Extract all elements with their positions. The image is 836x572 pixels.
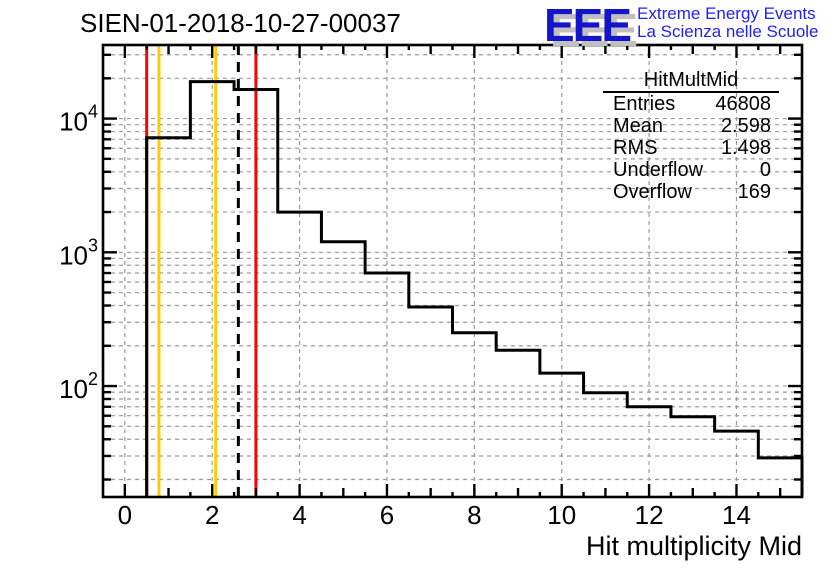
stats-label: RMS <box>613 137 658 159</box>
marker-lines <box>145 45 258 497</box>
stats-row-underflow: Underflow 0 <box>603 159 779 181</box>
svg-text:103: 103 <box>59 235 98 270</box>
svg-text:14: 14 <box>722 500 751 530</box>
stats-value: 2.598 <box>720 115 771 137</box>
y-tick-labels: 102 103 104 <box>59 102 98 404</box>
x-axis-title: Hit multiplicity Mid <box>585 531 802 561</box>
svg-text:10: 10 <box>547 500 576 530</box>
stats-title: HitMultMid <box>603 70 779 93</box>
stats-value: 0 <box>759 159 771 181</box>
x-tick-labels: 0 2 4 6 8 10 12 14 <box>118 500 751 530</box>
stats-label: Mean <box>613 115 664 137</box>
svg-text:6: 6 <box>380 500 394 530</box>
axis-ticks <box>103 45 802 497</box>
stats-label: Overflow <box>613 181 692 203</box>
eee-logo-text: Extreme Energy Events La Scienza nelle S… <box>637 2 818 41</box>
svg-text:4: 4 <box>292 500 306 530</box>
svg-text:0: 0 <box>118 500 132 530</box>
eee-logo: EEE Extreme Energy Events La Scienza nel… <box>544 0 819 51</box>
eee-logo-line1: Extreme Energy Events <box>637 4 816 23</box>
stats-row-rms: RMS 1.498 <box>603 137 779 159</box>
histogram-outline <box>145 80 804 497</box>
svg-text:2: 2 <box>205 500 219 530</box>
stats-value: 46808 <box>715 93 771 115</box>
stats-label: Entries <box>613 93 676 115</box>
stats-row-overflow: Overflow 169 <box>603 181 779 203</box>
svg-text:102: 102 <box>59 369 98 404</box>
stats-value: 169 <box>737 181 771 203</box>
stats-label: Underflow <box>613 159 704 181</box>
svg-text:12: 12 <box>635 500 664 530</box>
plot-title: SIEN-01-2018-10-27-00037 <box>80 8 401 38</box>
stats-row-entries: Entries 46808 <box>603 93 779 115</box>
eee-logo-acronym: EEE <box>544 0 632 51</box>
stats-value: 1.498 <box>720 137 771 159</box>
stats-box: HitMultMid Entries 46808 Mean 2.598 RMS … <box>603 70 779 203</box>
grid-lines <box>103 45 802 497</box>
histogram-path <box>145 80 804 497</box>
eee-logo-line2: La Scienza nelle Scuole <box>637 22 819 42</box>
svg-text:8: 8 <box>467 500 481 530</box>
stats-row-mean: Mean 2.598 <box>603 115 779 137</box>
svg-text:104: 104 <box>59 102 98 137</box>
